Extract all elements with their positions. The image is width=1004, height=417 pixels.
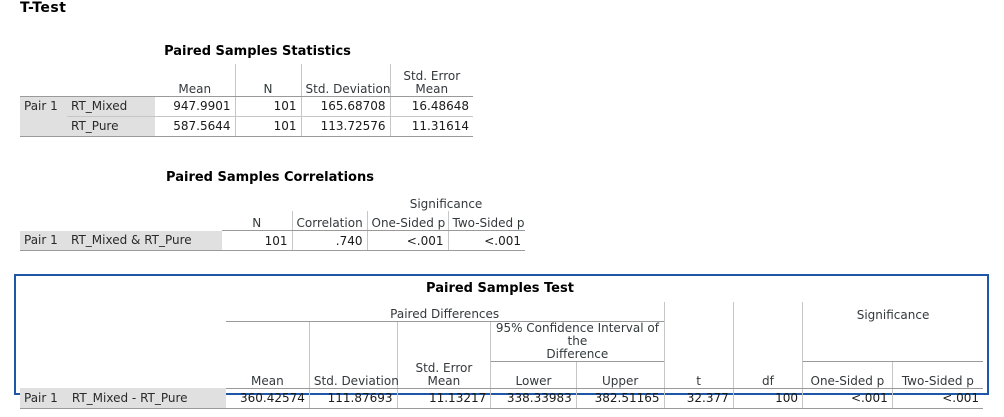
test-row: Pair 1 RT_Mixed - RT_Pure 360.42574 111.…: [20, 388, 983, 409]
col-header-mean: Mean: [225, 361, 310, 389]
cell-std-error-mean: 11.31614: [389, 116, 473, 137]
pair-label: Pair 1: [20, 388, 68, 409]
cell-std-error-mean: 16.48648: [389, 95, 473, 117]
stats-header-row: Mean N Std. Deviation Std. Error Mean: [20, 64, 473, 97]
cell-n: 101: [234, 95, 301, 117]
cell-one-sided-p: <.001: [366, 230, 448, 251]
col-header-upper: Upper: [575, 361, 664, 389]
cell-n: 101: [234, 116, 301, 137]
col-header-two-sided-p: Two-Sided p: [891, 361, 983, 389]
page-heading: T-Test: [20, 0, 67, 16]
corr-table-title: Paired Samples Correlations: [166, 170, 374, 185]
col-header-std-deviation: Std. Deviation: [300, 64, 390, 97]
col-header-t: t: [663, 361, 734, 389]
col-header-paired-differences: Paired Differences: [390, 307, 500, 321]
paired-samples-test-table: Paired Differences Significance 95% Conf…: [20, 302, 983, 409]
col-header-n: N: [234, 64, 301, 97]
col-header-one-sided-p: One-Sided p: [802, 361, 893, 389]
cell-std-deviation: 111.87693: [308, 388, 397, 409]
variable-label: RT_Mixed - RT_Pure: [67, 388, 226, 409]
paired-samples-correlations-table: Significance N Correlation One-Sided p T…: [20, 192, 526, 251]
stats-row: RT_Pure 587.5644 101 113.72576 11.31614: [20, 116, 473, 137]
variable-label: RT_Pure: [67, 116, 155, 137]
col-header-n: N: [222, 211, 292, 231]
cell-mean: 587.5644: [155, 116, 235, 137]
variable-label: RT_Mixed & RT_Pure: [67, 230, 222, 251]
col-header-std-error-mean: Std. Error Mean: [389, 64, 473, 97]
cell-upper: 382.51165: [575, 388, 664, 409]
pair-label: Pair 1: [20, 95, 67, 116]
test-header-row-3: Mean Std. Deviation Std. Error Mean Lowe…: [20, 361, 983, 389]
col-header-mean: Mean: [155, 64, 235, 97]
cell-std-deviation: 165.68708: [300, 95, 390, 117]
cell-two-sided-p: <.001: [447, 230, 526, 251]
col-header-correlation: Correlation: [291, 211, 367, 231]
col-header-confidence-interval: 95% Confidence Interval of the Differenc…: [490, 321, 664, 362]
col-header-significance: Significance: [409, 197, 483, 211]
paired-samples-statistics-table: Mean N Std. Deviation Std. Error Mean Pa…: [20, 64, 473, 137]
pair-label: Pair 1: [20, 230, 67, 251]
cell-std-deviation: 113.72576: [300, 116, 390, 137]
test-header-row-2: 95% Confidence Interval of the Differenc…: [20, 321, 983, 362]
cell-mean: 947.9901: [155, 95, 235, 117]
cell-two-sided-p: <.001: [891, 388, 983, 409]
corr-header-row-2: N Correlation One-Sided p Two-Sided p: [20, 211, 526, 231]
col-header-std-deviation: Std. Deviation: [308, 361, 399, 389]
col-header-one-sided-p: One-Sided p: [366, 211, 448, 231]
variable-label: RT_Mixed: [67, 95, 155, 117]
cell-std-error-mean: 11.13217: [396, 388, 491, 409]
col-header-significance: Significance: [802, 302, 983, 322]
cell-one-sided-p: <.001: [802, 388, 893, 409]
cell-mean: 360.42574: [225, 388, 310, 409]
test-table-title: Paired Samples Test: [426, 281, 574, 296]
cell-lower: 338.33983: [490, 388, 577, 409]
col-header-df: df: [732, 361, 803, 389]
stats-row: Pair 1 RT_Mixed 947.9901 101 165.68708 1…: [20, 95, 473, 117]
col-header-std-error-mean: Std. Error Mean: [396, 361, 491, 389]
cell-t: 32.377: [663, 388, 734, 409]
corr-header-row-1: Significance: [20, 192, 525, 211]
corr-row: Pair 1 RT_Mixed & RT_Pure 101 .740 <.001…: [20, 230, 526, 251]
cell-df: 100: [732, 388, 803, 409]
stats-table-title: Paired Samples Statistics: [164, 44, 351, 59]
col-header-two-sided-p: Two-Sided p: [447, 211, 526, 231]
test-header-row-1: Paired Differences Significance: [20, 302, 983, 322]
col-header-lower: Lower: [490, 361, 577, 389]
cell-n: 101: [222, 230, 292, 251]
cell-correlation: .740: [291, 230, 367, 251]
